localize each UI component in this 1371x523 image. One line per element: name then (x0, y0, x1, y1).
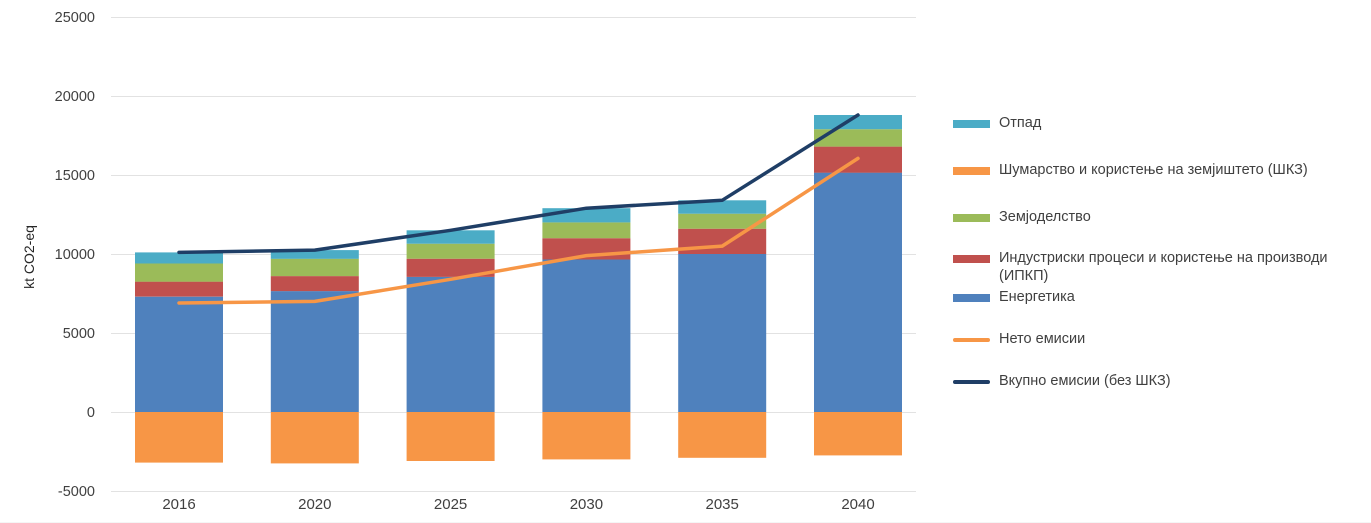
legend-label-waste: Отпад (999, 115, 1042, 131)
bar-segment-ippu-2020 (270, 276, 359, 292)
bar-segment-waste-2020 (270, 250, 359, 259)
y-axis-tick-25000: 25000 (55, 10, 95, 26)
bar-segment-agriculture-2035 (678, 213, 767, 229)
bar-segment-waste-2040 (814, 115, 902, 130)
legend-swatch-total-icon (953, 380, 990, 384)
bar-segment-agriculture-2016 (135, 263, 223, 282)
bar-segment-agriculture-2030 (542, 222, 631, 239)
legend-item-total: Вкупно емисии (без ШКЗ) (953, 372, 1171, 390)
legend-label-energy: Енергетика (999, 289, 1075, 305)
bar-segment-ippu-2025 (406, 258, 495, 277)
legend-item-net: Нето емисии (953, 330, 1085, 348)
bar-segment-energy-2040 (814, 172, 902, 412)
bar-segment-waste-2025 (406, 230, 495, 244)
bar-segment-lulucf-2016 (135, 412, 223, 463)
bar-segment-waste-2030 (542, 208, 631, 223)
x-axis-label-2020: 2020 (298, 496, 331, 513)
bar-segment-lulucf-2020 (270, 412, 359, 464)
legend-swatch-ippu-icon (953, 255, 990, 263)
bar-segment-energy-2035 (678, 254, 767, 412)
y-axis-tick-0: 0 (87, 405, 95, 421)
y-axis-tick-20000: 20000 (55, 89, 95, 105)
bar-segment-waste-2035 (678, 200, 767, 214)
x-axis-label-2016: 2016 (162, 496, 195, 513)
x-axis-label-2035: 2035 (706, 496, 739, 513)
bar-segment-agriculture-2025 (406, 243, 495, 259)
bar-segment-lulucf-2035 (678, 412, 767, 458)
legend-swatch-waste-icon (953, 120, 990, 128)
y-axis-tick-5000: 5000 (63, 326, 95, 342)
y-axis-tick-10000: 10000 (55, 247, 95, 263)
bar-segment-lulucf-2040 (814, 412, 902, 456)
bar-segment-lulucf-2025 (406, 412, 495, 461)
bar-segment-agriculture-2040 (814, 129, 902, 147)
legend-label-net: Нето емисии (999, 331, 1086, 347)
legend-swatch-energy-icon (953, 294, 990, 302)
y-axis-tick--5000: -5000 (58, 484, 95, 500)
line-total-emissions (177, 113, 860, 255)
legend-label-ippu: Индустриски процеси и користење на произ… (999, 250, 1328, 284)
x-axis-label-2030: 2030 (570, 496, 603, 513)
x-axis-label-2025: 2025 (434, 496, 467, 513)
bar-segment-energy-2020 (270, 291, 359, 412)
legend-label-agriculture: Земјоделство (999, 209, 1091, 225)
legend-label-lulucf: Шумарство и користење на земјиштето (ШКЗ… (999, 162, 1308, 178)
legend-item-ippu: Индустриски процеси и користење на произ… (953, 249, 1347, 285)
bar-segment-ippu-2035 (678, 228, 767, 254)
y-axis-tick-15000: 15000 (55, 168, 95, 184)
y-axis-title: kt CO2-eq (21, 225, 37, 289)
legend-swatch-lulucf-icon (953, 167, 990, 175)
legend-item-energy: Енергетика (953, 288, 1075, 306)
bar-segment-ippu-2016 (135, 281, 223, 297)
bar-segment-lulucf-2030 (542, 412, 631, 460)
x-axis-label-2040: 2040 (841, 496, 874, 513)
bar-segment-energy-2016 (135, 296, 223, 412)
legend-item-agriculture: Земјоделство (953, 208, 1091, 226)
legend-swatch-agriculture-icon (953, 214, 990, 222)
legend-item-waste: Отпад (953, 114, 1041, 132)
legend-swatch-net-icon (953, 338, 990, 342)
legend-label-total: Вкупно емисии (без ШКЗ) (999, 373, 1171, 389)
line-net-emissions (177, 156, 860, 305)
bar-segment-energy-2030 (542, 259, 631, 412)
bar-segment-waste-2016 (135, 252, 223, 264)
bar-segment-energy-2025 (406, 276, 495, 412)
chart-legend: Отпад Шумарство и користење на земјиштето… (953, 0, 1365, 522)
legend-item-lulucf: Шумарство и користење на земјиштето (ШКЗ… (953, 161, 1308, 179)
bar-segment-agriculture-2020 (270, 258, 359, 277)
